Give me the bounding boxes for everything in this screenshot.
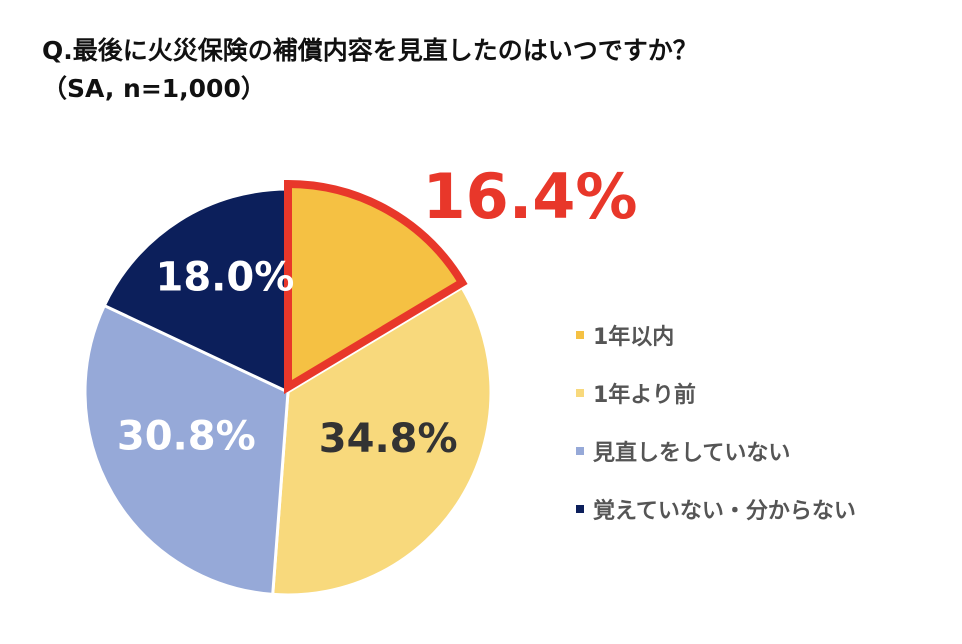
- title-line-2: （SA, n=1,000）: [42, 74, 266, 103]
- data-label: 30.8%: [117, 413, 256, 459]
- legend-label: 1年以内: [593, 325, 675, 350]
- title-line-1: Q.最後に火災保険の補償内容を見直したのはいつですか？: [42, 36, 698, 65]
- legend-label: 覚えていない・分からない: [593, 499, 856, 524]
- pie-slice: [271, 285, 493, 597]
- chart-title: Q.最後に火災保険の補償内容を見直したのはいつですか？ （SA, n=1,000…: [42, 32, 698, 108]
- pie-slice: [284, 179, 468, 395]
- data-label: 34.8%: [319, 416, 458, 462]
- pie-slice: [102, 187, 290, 395]
- legend-label: 見直しをしていない: [593, 441, 791, 466]
- pie-slice: [83, 303, 290, 597]
- legend-label: 1年より前: [593, 383, 696, 408]
- legend-swatch: [576, 331, 584, 339]
- legend-item: 見直しをしていない: [576, 422, 856, 480]
- legend: 1年以内 1年より前 見直しをしていない 覚えていない・分からない: [576, 306, 856, 538]
- legend-swatch: [576, 389, 584, 397]
- legend-swatch: [576, 505, 584, 513]
- legend-item: 覚えていない・分からない: [576, 480, 856, 538]
- data-label: 18.0%: [156, 255, 295, 301]
- legend-item: 1年より前: [576, 364, 856, 422]
- legend-item: 1年以内: [576, 306, 856, 364]
- legend-swatch: [576, 447, 584, 455]
- data-label: 16.4%: [422, 160, 637, 233]
